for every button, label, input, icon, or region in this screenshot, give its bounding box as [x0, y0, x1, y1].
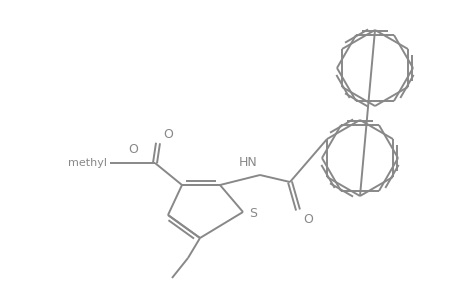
Text: O: O	[302, 213, 312, 226]
Text: O: O	[162, 128, 173, 141]
Text: HN: HN	[239, 156, 257, 169]
Text: O: O	[128, 143, 138, 156]
Text: S: S	[248, 208, 257, 220]
Text: methyl: methyl	[68, 158, 107, 168]
